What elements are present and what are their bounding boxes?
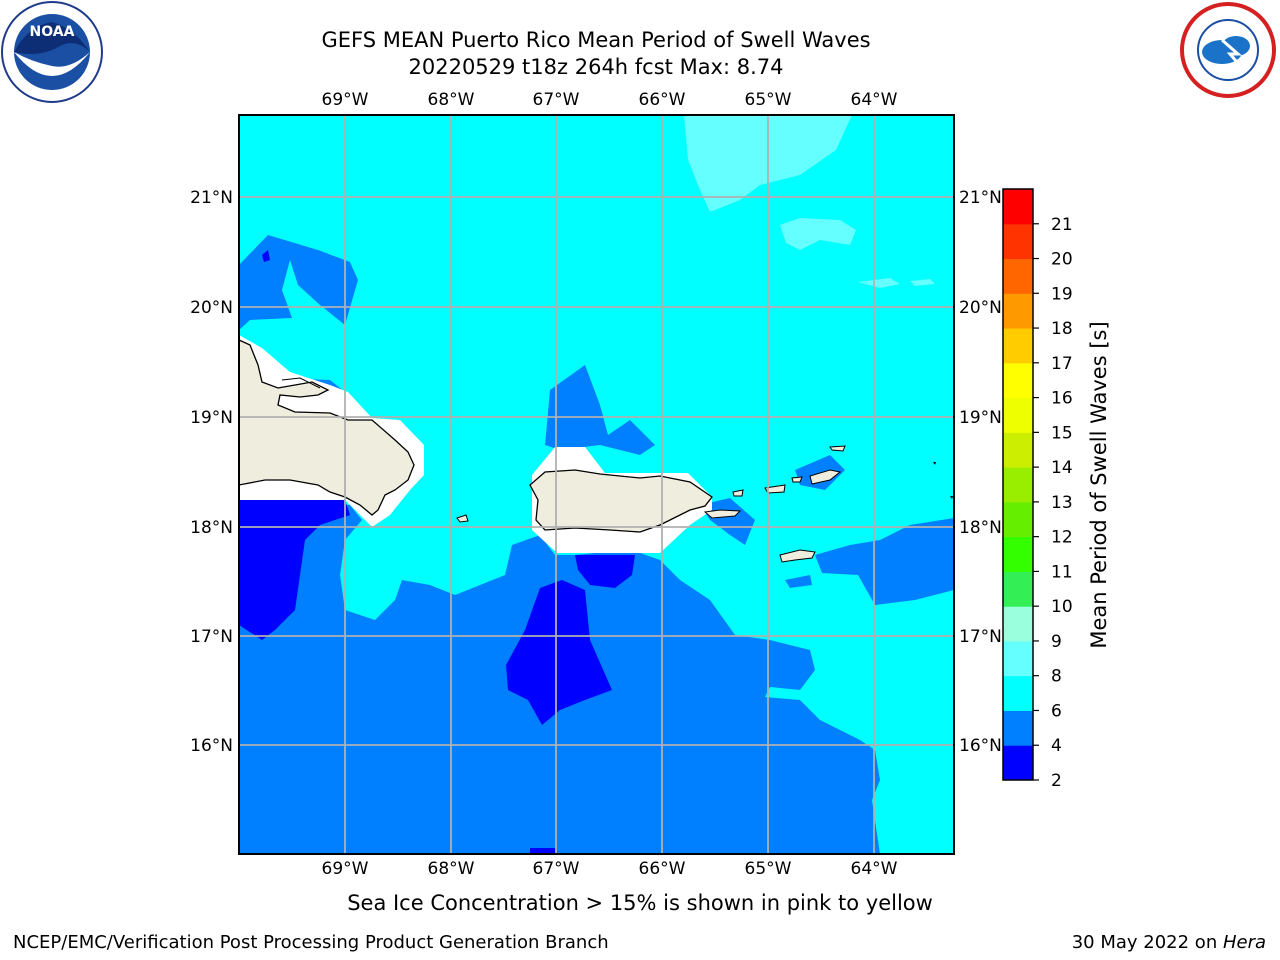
lon-label: 68°W [428, 90, 475, 110]
culebra-land [732, 489, 744, 497]
colorbar-segment [1003, 258, 1033, 294]
colorbar-tick-label: 15 [1051, 423, 1073, 443]
map-gridlines [239, 115, 954, 854]
chart-subtitle-run: 20220529 t18z 264h fcst Max: 8.74 [408, 55, 784, 79]
lon-label: 68°W [428, 859, 475, 879]
colorbar-tick-label: 18 [1051, 319, 1073, 339]
colorbar-tick-label: 9 [1051, 632, 1062, 652]
lat-label: 18°N [190, 518, 233, 538]
lon-label: 65°W [745, 90, 792, 110]
lat-label: 20°N [959, 298, 1002, 318]
colorbar-frame [1002, 188, 1034, 781]
colorbar-segment [1003, 467, 1033, 503]
colorbar-tick-label: 8 [1051, 667, 1062, 687]
colorbar-tick-label: 12 [1051, 528, 1073, 548]
lon-labels-top: 69°W 68°W 67°W 66°W 65°W 64°W [322, 90, 898, 110]
colorbar-tick-label: 16 [1051, 389, 1073, 409]
lon-label: 67°W [533, 90, 580, 110]
map-frame [238, 114, 955, 855]
lat-label: 17°N [190, 627, 233, 647]
footer-credit: NCEP/EMC/Verification Post Processing Pr… [13, 932, 609, 953]
swell-period-2-4-area-south-pr [506, 580, 612, 725]
colorbar-tick-label: 11 [1051, 562, 1073, 582]
swell-period-2-4-area-west [239, 500, 350, 640]
colorbar-segment [1003, 675, 1033, 711]
colorbar-tick-label: 4 [1051, 736, 1062, 756]
footer-date-text: 30 May 2022 on [1071, 932, 1223, 953]
lat-label: 16°N [959, 736, 1002, 756]
colorbar-tick-label: 20 [1051, 250, 1073, 270]
swell-period-4-6-area-east [785, 518, 954, 605]
virgin-islands-land [764, 445, 846, 494]
colorbar-segment [1003, 640, 1033, 677]
lon-label: 67°W [533, 859, 580, 879]
noaa-logo-icon: NOAA [1, 1, 103, 103]
lat-label: 19°N [190, 408, 233, 428]
colorbar-segment [1003, 710, 1033, 746]
swell-period-8-9-area-ne [780, 218, 856, 250]
lat-label: 18°N [959, 518, 1002, 538]
lon-label: 64°W [851, 859, 898, 879]
lat-labels-left: 21°N 20°N 19°N 18°N 17°N 16°N [190, 188, 233, 756]
colorbar-tick-label: 17 [1051, 354, 1073, 374]
lat-label: 20°N [190, 298, 233, 318]
lon-label: 65°W [745, 859, 792, 879]
lat-labels-right: 21°N 20°N 19°N 18°N 17°N 16°N [959, 188, 1002, 756]
colorbar-tick-label: 21 [1051, 215, 1073, 235]
lat-label: 21°N [959, 188, 1002, 208]
colorbar-segment [1003, 293, 1033, 329]
noaa-logo-text: NOAA [30, 24, 75, 40]
colorbar-segment [1003, 432, 1033, 468]
swell-period-4-6-area-vi [700, 455, 845, 545]
colorbar-segment [1003, 189, 1033, 225]
nws-logo-icon [1180, 2, 1276, 98]
swell-period-2-4-area-pr-coast [575, 555, 635, 588]
mona-island-land [456, 514, 469, 523]
puerto-rico-land [529, 469, 713, 533]
st-croix-land [779, 549, 816, 563]
colorbar-tick-label: 6 [1051, 701, 1062, 721]
footer-machine: Hera [1222, 932, 1266, 953]
swell-period-4-6-area-mona [545, 365, 655, 455]
colorbar-label: Mean Period of Swell Waves [s] [1087, 321, 1111, 648]
swell-period-8-9-streak [858, 278, 935, 288]
colorbar-tick-label: 13 [1051, 493, 1073, 513]
swell-period-2-4-bottom-patch [530, 848, 556, 854]
vieques-land [703, 509, 742, 519]
footer-date: 30 May 2022 on Hera [1072, 932, 1266, 953]
colorbar-segment [1003, 536, 1033, 572]
colorbar-segment [1003, 745, 1033, 781]
colorbar-segment [1003, 362, 1033, 399]
lon-label: 69°W [322, 859, 369, 879]
colorbar: 2 4 6 8 9 10 11 12 13 14 15 16 17 18 19 20 21 [1002, 188, 1073, 791]
lat-label: 21°N [190, 188, 233, 208]
lon-label: 69°W [322, 90, 369, 110]
lon-labels-bottom: 69°W 68°W 67°W 66°W 65°W 64°W [322, 859, 898, 879]
colorbar-segment [1003, 397, 1033, 433]
colorbar-segment [1003, 571, 1033, 607]
colorbar-tick-label: 2 [1051, 771, 1062, 791]
swell-period-2-4-dot [262, 250, 270, 262]
lon-label: 66°W [639, 90, 686, 110]
sea-ice-note: Sea Ice Concentration > 15% is shown in … [347, 891, 933, 915]
lat-label: 17°N [959, 627, 1002, 647]
lat-label: 19°N [959, 408, 1002, 428]
lat-label: 16°N [190, 736, 233, 756]
colorbar-tick-label: 10 [1051, 597, 1073, 617]
colorbar-segment [1003, 223, 1033, 260]
hispaniola-land [239, 339, 415, 516]
chart-title: GEFS MEAN Puerto Rico Mean Period of Swe… [321, 28, 871, 52]
colorbar-segment [1003, 501, 1033, 538]
map-plot-area [239, 115, 954, 854]
lon-label: 66°W [639, 859, 686, 879]
colorbar-segment [1003, 606, 1033, 642]
lon-label: 64°W [851, 90, 898, 110]
colorbar-tick-label: 14 [1051, 458, 1073, 478]
colorbar-tick-label: 19 [1051, 284, 1073, 304]
cuba-tip-land [281, 377, 321, 389]
colorbar-segment [1003, 328, 1033, 364]
